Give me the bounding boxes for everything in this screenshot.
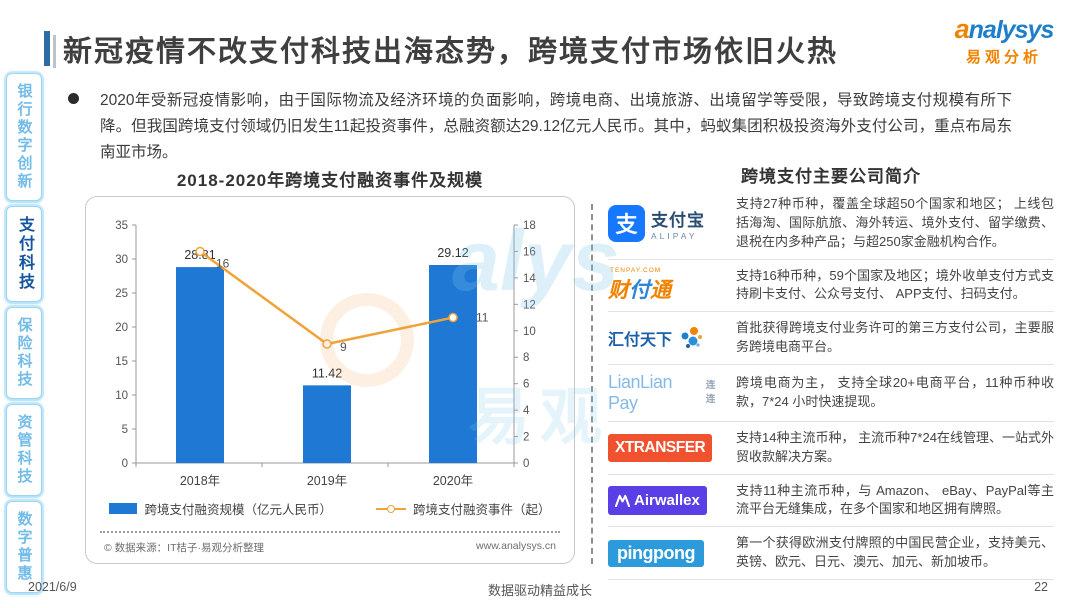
airwallex-logo: Airwallex [608,485,707,515]
svg-text:25: 25 [115,288,128,300]
svg-text:18: 18 [523,220,536,232]
svg-text:9: 9 [340,340,347,354]
tenpay-logo: TENPAY.COM 财付通 [608,266,671,302]
footer-slogan: 数据驱动精益成长 [487,583,592,598]
pingpong-logo: pingpong [608,539,704,567]
company-desc: 支持14种主流币种， 主流币种7*24在线管理、一站式外贸收款解决方案。 [736,429,1054,464]
legend-item: 跨境支付融资规模（亿元人民币） [109,499,332,518]
chart-source-left: © 数据来源：IT桔子·易观分析整理 [104,542,264,554]
lianlian-logo: LianLian Pay 连连 [608,371,716,413]
company-desc: 跨境电商为主， 支持全球20+电商平台，11种币种收款，7*24 小时快速提现。 [736,375,1054,409]
chart-source-link[interactable]: www.analysys.cn [476,540,556,552]
svg-text:2019年: 2019年 [307,474,347,488]
company-row: 支支付宝 ALIPAY 支持27种币种，覆盖全球超50个国家和地区； 上线包括海淘… [608,188,1054,260]
sidebar-tab-label: 数字普惠 [15,511,33,583]
chart-title: 2018-2020年跨境支付融资事件及规模 [176,171,484,190]
company-desc: 支持16种币种，59个国家及地区；境外收单支付方式支持刷卡支付、公众号支付、 A… [736,267,1054,302]
sidebar-tab-保险科技[interactable]: 保险科技 [6,307,42,399]
svg-text:10: 10 [523,326,536,338]
svg-text:20: 20 [115,322,128,334]
page-title: 新冠疫情不改支付科技出海态势，跨境支付市场依旧火热 [63,36,839,68]
company-desc: 支持11种主流币种，与 Amazon、 eBay、PayPal等主流平台无缝集成… [736,482,1054,517]
bullet-icon [68,93,79,104]
company-desc: 第一个获得欧洲支付牌照的中国民营企业，支持美元、英镑、欧元、日元、澳元、加元、新… [736,535,1054,570]
svg-text:16: 16 [216,256,230,270]
footer-date: 2021/6/9 [28,580,77,594]
company-logo: XTRANSFER [608,433,724,462]
company-row: LianLian Pay 连连 跨境电商为主， 支持全球20+电商平台，11种币种… [608,365,1054,422]
chart-card: 0510152025303502468101214161828.8111.422… [85,196,575,564]
svg-text:6: 6 [523,379,529,391]
vertical-dashed-divider [591,204,593,564]
svg-text:0: 0 [122,458,128,470]
svg-text:8: 8 [523,352,529,364]
svg-text:12: 12 [523,299,536,311]
huifu-logo: 汇付天下 [608,326,703,350]
summary-paragraph: 2020年受新冠疫情影响，由于国际物流及经济环境的负面影响，跨境电商、出境旅游、… [100,92,1012,161]
svg-text:15: 15 [115,356,128,368]
company-desc: 首批获得跨境支付业务许可的第三方支付公司，主要服务跨境电商平台。 [736,320,1054,355]
svg-text:11: 11 [476,311,489,325]
svg-text:2018年: 2018年 [180,474,220,488]
sidebar-tab-label: 支付科技 [16,216,33,292]
footer-page-number: 22 [1034,580,1048,594]
company-row: 汇付天下 首批获得跨境支付业务许可的第三方支付公司，主要服务跨境电商平台。 [608,312,1054,365]
legend-bar-swatch-icon [109,503,138,514]
analysys-a-mark-icon: a [954,14,970,44]
company-logo: LianLian Pay 连连 [608,372,724,414]
company-logo: Airwallex [608,485,724,515]
company-logo: TENPAY.COM 财付通 [608,267,724,304]
companies-table: 支支付宝 ALIPAY 支持27种币种，覆盖全球超50个国家和地区； 上线包括海淘… [608,188,1054,580]
sidebar-tab-label: 保险科技 [15,317,33,389]
svg-text:29.12: 29.12 [437,246,468,260]
airwallex-mark-icon [615,494,630,507]
analysys-logo-cn: 易观分析 [965,49,1042,66]
sidebar-tab-支付科技[interactable]: 支付科技 [6,206,42,302]
svg-text:4: 4 [523,405,530,417]
legend-line-swatch-icon [376,504,406,513]
title-accent-bar-gray [53,35,56,68]
company-row: Airwallex 支持11种主流币种，与 Amazon、 eBay、PayPa… [608,475,1054,528]
sidebar-tab-label: 资管科技 [15,414,33,486]
companies-title: 跨境支付主要公司简介 [741,167,921,186]
alipay-logo: 支支付宝 ALIPAY [608,204,705,242]
chart-source-separator [100,531,560,533]
svg-text:0: 0 [523,458,529,470]
svg-text:2020年: 2020年 [433,474,473,488]
svg-text:10: 10 [115,390,128,402]
chart-legend: 跨境支付融资规模（亿元人民币） 跨境支付融资事件（起） [86,499,574,518]
huifu-pinwheel-icon [681,327,703,349]
financing-bar-line-chart: 0510152025303502468101214161828.8111.422… [115,220,536,488]
sidebar-tab-label: 银行数字创新 [15,83,33,191]
chart-source-row: © 数据来源：IT桔子·易观分析整理 www.analysys.cn [104,540,556,555]
company-row: XTRANSFER 支持14种主流币种， 主流币种7*24在线管理、一站式外贸收… [608,422,1054,475]
title-accent-bar [44,31,50,66]
alipay-icon: 支 [608,204,645,242]
analysys-logo: analysys 易观分析 [938,14,1070,67]
company-desc: 支持27种币种，覆盖全球超50个国家和地区； 上线包括海淘、国际航旅、海外转运、… [736,196,1054,249]
company-row: pingpong 第一个获得欧洲支付牌照的中国民营企业，支持美元、英镑、欧元、日… [608,527,1054,580]
sidebar-tab-数字普惠[interactable]: 数字普惠 [6,501,42,593]
xtransfer-logo: XTRANSFER [608,433,713,462]
section-sidebar: 银行数字创新 支付科技 保险科技 资管科技 数字普惠 [6,73,42,593]
company-row: TENPAY.COM 财付通 支持16种币种，59个国家及地区；境外收单支付方式支… [608,260,1054,313]
sidebar-tab-资管科技[interactable]: 资管科技 [6,404,42,496]
company-logo: 支支付宝 ALIPAY [608,204,724,242]
sidebar-tab-银行数字创新[interactable]: 银行数字创新 [6,73,42,201]
company-logo: pingpong [608,539,724,567]
svg-text:16: 16 [523,246,536,258]
svg-text:14: 14 [523,273,536,285]
analysys-logo-latin: analysys [954,14,1055,44]
svg-text:2: 2 [523,432,529,444]
svg-text:11.42: 11.42 [312,366,342,380]
legend-item: 跨境支付融资事件（起） [376,499,551,518]
company-logo: 汇付天下 [608,326,724,350]
svg-text:30: 30 [115,254,128,266]
svg-text:35: 35 [115,220,128,232]
svg-text:5: 5 [122,424,128,436]
